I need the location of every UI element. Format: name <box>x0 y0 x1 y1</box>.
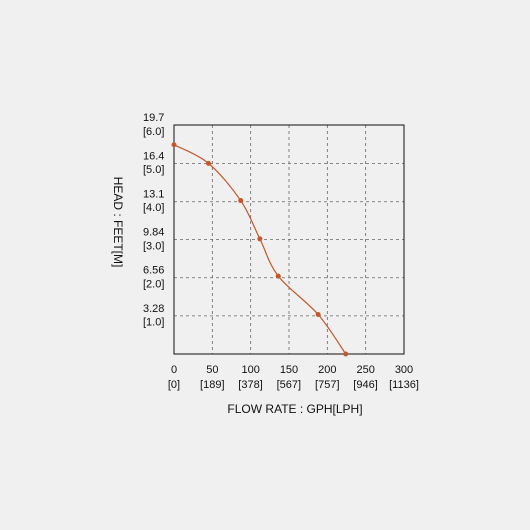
y-tick-label: 3.28 <box>143 303 164 315</box>
point <box>238 198 244 204</box>
point <box>171 142 177 148</box>
point <box>343 351 349 357</box>
point <box>257 236 263 242</box>
y2-tick-label: [5.0] <box>143 164 164 176</box>
x2-tick-label: [946] <box>353 379 377 391</box>
y2-tick-label: [4.0] <box>143 202 164 214</box>
plot-frame <box>173 124 405 355</box>
point <box>206 160 211 166</box>
x2-tick-label: [0] <box>168 379 180 391</box>
x2-tick-label: [757] <box>315 379 339 391</box>
y2-tick-label: [6.0] <box>143 126 164 138</box>
y-tick-label: 16.4 <box>143 150 164 162</box>
y2-tick-label: [1.0] <box>143 317 164 329</box>
x2-tick-label: [378] <box>238 379 262 391</box>
x-axis-label: FLOW RATE : GPH[LPH] <box>227 402 362 416</box>
y2-tick-label: [3.0] <box>143 240 164 252</box>
x2-tick-label: [189] <box>200 379 224 391</box>
x-tick-label: 50 <box>206 364 218 376</box>
y-tick-label: 9.84 <box>143 227 164 239</box>
y-tick-label: 13.1 <box>143 189 164 201</box>
y-axis-label: HEAD : FEET[M] <box>111 177 125 268</box>
x2-tick-label: [1136] <box>389 379 419 391</box>
x-tick-label: 200 <box>318 364 336 376</box>
x-tick-label: 250 <box>356 364 374 376</box>
x-tick-label: 100 <box>241 364 259 376</box>
point <box>315 311 321 317</box>
x2-tick-label: [567] <box>277 379 301 391</box>
point <box>275 273 281 279</box>
y2-tick-label: [2.0] <box>143 279 164 291</box>
x-tick-label: 0 <box>171 364 177 376</box>
x-tick-label: 300 <box>395 364 413 376</box>
x-tick-label: 150 <box>280 364 298 376</box>
y-tick-label: 19.7 <box>143 112 164 124</box>
y-tick-label: 6.56 <box>143 265 164 277</box>
